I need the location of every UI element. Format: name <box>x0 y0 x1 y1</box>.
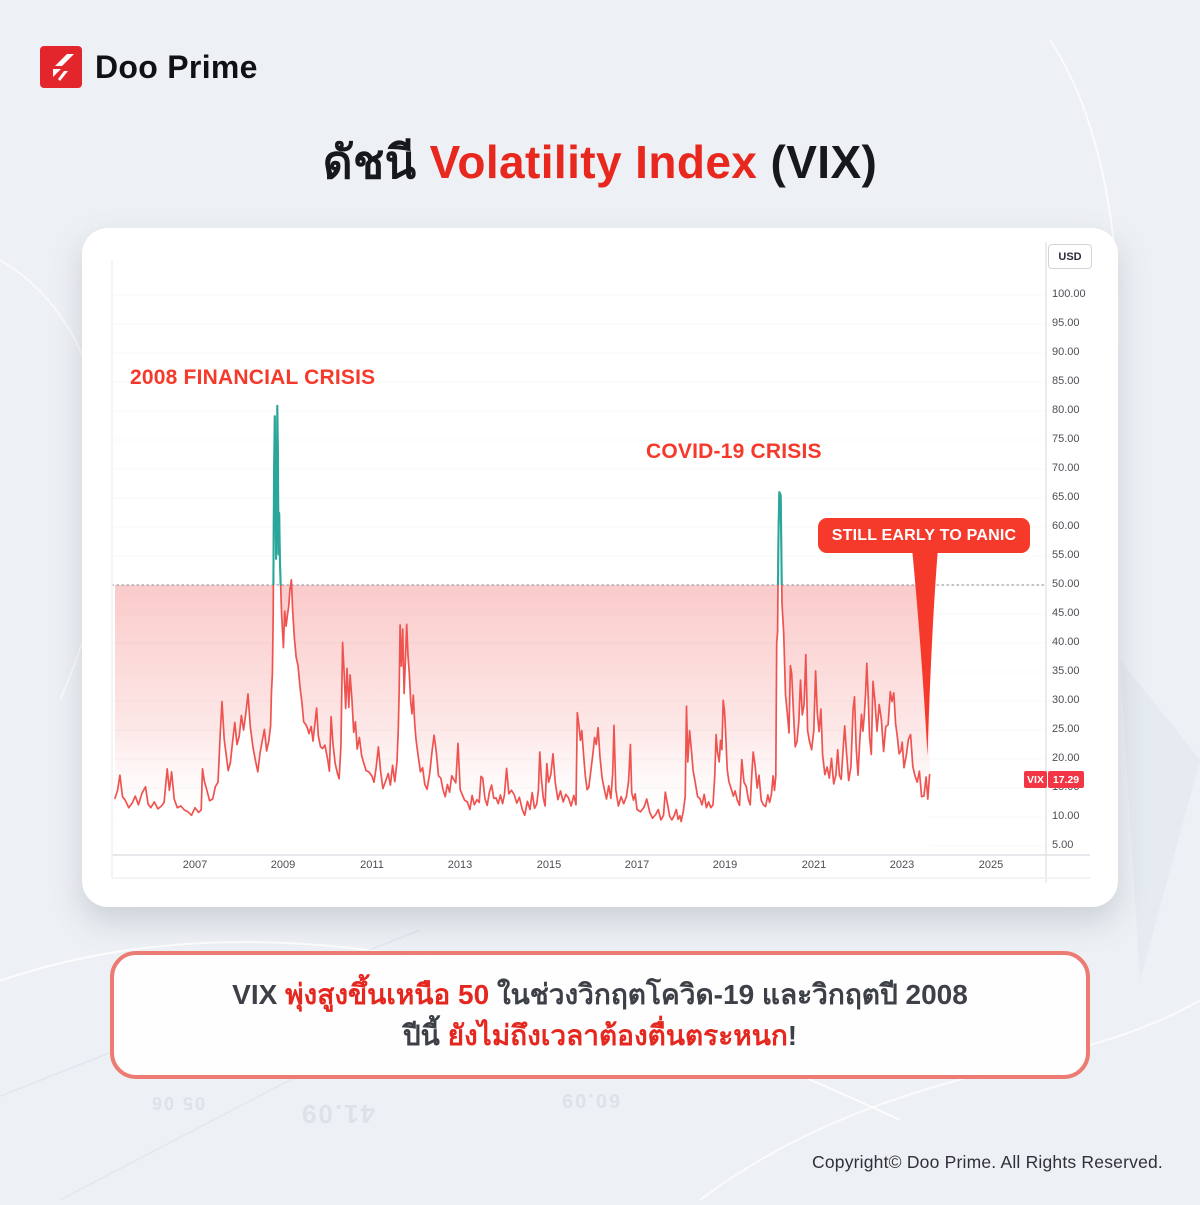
y-axis-label: 70.00 <box>1052 462 1080 474</box>
copyright-text: Copyright© Doo Prime. All Rights Reserve… <box>811 1152 1163 1172</box>
y-axis-label: 5.00 <box>1052 839 1074 851</box>
vix-chart-svg <box>111 242 1090 883</box>
x-axis-label: 2013 <box>447 859 473 871</box>
chart-card: USD 2008 FINANCIAL CRISIS COVID-19 CRISI… <box>82 228 1118 907</box>
vix-symbol-chip: VIX <box>1024 771 1047 788</box>
page-title: ดัชนี Volatility Index (VIX) <box>0 126 1200 199</box>
y-axis-label: 50.00 <box>1052 578 1080 590</box>
y-axis-label: 65.00 <box>1052 491 1080 503</box>
doo-prime-logo-icon <box>40 46 82 88</box>
y-axis-label: 55.00 <box>1052 549 1080 561</box>
currency-button[interactable]: USD <box>1048 244 1092 269</box>
x-axis-label: 2011 <box>360 859 384 871</box>
y-axis-label: 75.00 <box>1052 433 1080 445</box>
y-axis-label: 85.00 <box>1052 375 1080 387</box>
x-axis-label: 2015 <box>536 859 562 871</box>
still-early-to-panic-badge: STILL EARLY TO PANIC <box>818 518 1030 553</box>
title-prefix: ดัชนี <box>322 136 417 188</box>
watermark-number: 60.09 <box>560 1089 621 1111</box>
x-axis-label: 2021 <box>801 859 827 871</box>
title-suffix: (VIX) <box>770 136 878 188</box>
vix-last-price-chip: 17.29 <box>1048 771 1084 788</box>
y-axis-label: 30.00 <box>1052 694 1080 706</box>
title-highlight: Volatility Index <box>429 136 758 188</box>
y-axis-label: 25.00 <box>1052 723 1080 735</box>
y-axis-label: 95.00 <box>1052 317 1080 329</box>
summary-callout-box: VIX พุ่งสูงขึ้นเหนือ 50 ในช่วงวิกฤตโควิด… <box>110 951 1090 1079</box>
panic-arrow <box>912 548 938 756</box>
doo-prime-logo: Doo Prime <box>40 46 258 88</box>
y-axis-label: 10.00 <box>1052 810 1080 822</box>
x-axis-label: 2019 <box>712 859 738 871</box>
summary-line-2: ปีนี้ ยังไม่ถึงเวลาต้องตื่นตระหนก! <box>402 1020 798 1051</box>
y-axis-label: 35.00 <box>1052 665 1080 677</box>
watermark-number: 05 06 <box>150 1093 206 1113</box>
y-axis-label: 40.00 <box>1052 636 1080 648</box>
x-axis-label: 2025 <box>978 859 1004 871</box>
y-axis-label: 90.00 <box>1052 346 1080 358</box>
annotation-2008-crisis: 2008 FINANCIAL CRISIS <box>130 366 376 389</box>
summary-line-1: VIX พุ่งสูงขึ้นเหนือ 50 ในช่วงวิกฤตโควิด… <box>232 979 968 1010</box>
logo-wordmark: Doo Prime <box>95 48 258 85</box>
y-axis-label: 80.00 <box>1052 404 1080 416</box>
watermark-number: 41.09 <box>300 1099 376 1129</box>
y-axis-label: 20.00 <box>1052 752 1080 764</box>
y-axis-label: 60.00 <box>1052 520 1080 532</box>
y-axis-label: 45.00 <box>1052 607 1080 619</box>
vix-line-chart[interactable] <box>82 228 1118 907</box>
annotation-covid-crisis: COVID-19 CRISIS <box>646 440 822 463</box>
crisis-spike-highlight <box>270 404 788 585</box>
x-axis-label: 2009 <box>270 859 296 871</box>
x-axis-label: 2017 <box>624 859 650 871</box>
x-axis-label: 2007 <box>182 859 208 871</box>
y-axis-label: 100.00 <box>1052 288 1086 300</box>
x-axis-label: 2023 <box>889 859 915 871</box>
